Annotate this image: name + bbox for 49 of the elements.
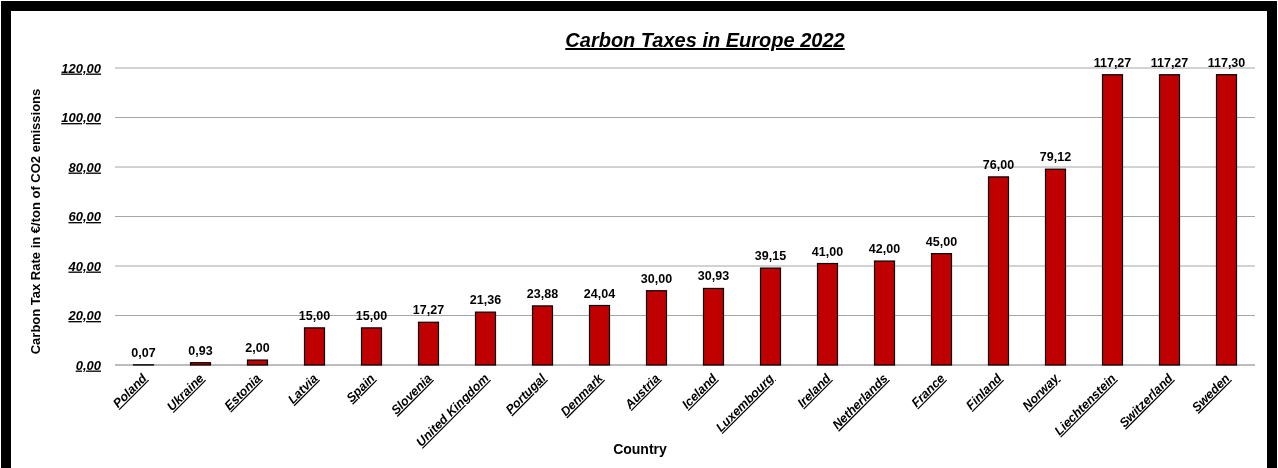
bar xyxy=(873,260,896,366)
chart-title: Carbon Taxes in Europe 2022 xyxy=(565,29,845,51)
bar xyxy=(360,327,383,366)
bar xyxy=(588,304,611,366)
data-label: 41,00 xyxy=(811,244,844,259)
bar xyxy=(930,253,953,366)
data-label: 117,27 xyxy=(1093,55,1132,70)
bar xyxy=(987,176,1010,366)
y-tick-label: 80,00 xyxy=(68,159,102,175)
bar xyxy=(759,267,782,366)
y-tick-label: 0,00 xyxy=(75,357,102,373)
data-label: 15,00 xyxy=(298,308,331,323)
bar xyxy=(417,321,440,366)
data-label: 0,07 xyxy=(131,345,156,360)
bar xyxy=(645,290,668,366)
bar xyxy=(702,287,725,366)
data-label: 24,04 xyxy=(583,286,616,301)
data-label: 117,30 xyxy=(1207,55,1246,70)
bar xyxy=(303,327,326,366)
y-tick-label: 40,00 xyxy=(67,258,102,274)
data-label: 23,88 xyxy=(526,286,559,301)
data-label: 76,00 xyxy=(982,157,1015,172)
data-label: 2,00 xyxy=(245,341,270,356)
data-label: 17,27 xyxy=(412,303,445,318)
bar xyxy=(1215,74,1238,366)
bar xyxy=(1044,168,1067,366)
bar xyxy=(1158,74,1181,366)
y-tick-label: 100,00 xyxy=(61,110,102,126)
bar xyxy=(246,359,269,366)
data-label: 79,12 xyxy=(1039,150,1072,165)
y-axis-title: Carbon Tax Rate in €/ton of CO2 emissions xyxy=(28,88,43,355)
data-label: 42,00 xyxy=(868,242,901,257)
bar xyxy=(474,311,497,366)
y-tick-label: 120,00 xyxy=(61,60,102,76)
data-label: 15,00 xyxy=(355,308,388,323)
data-label: 0,93 xyxy=(188,343,213,358)
bar xyxy=(531,305,554,366)
data-label: 45,00 xyxy=(925,234,958,249)
bar xyxy=(1101,74,1124,366)
x-axis-title: Country xyxy=(613,441,668,457)
data-label: 30,93 xyxy=(697,269,730,284)
data-label: 117,27 xyxy=(1150,55,1189,70)
bar xyxy=(189,362,212,366)
y-tick-label: 20,00 xyxy=(67,308,102,324)
y-tick-label: 60,00 xyxy=(68,209,102,225)
bar xyxy=(816,262,839,366)
data-label: 39,15 xyxy=(754,249,787,264)
data-label: 21,36 xyxy=(469,293,502,308)
data-label: 30,00 xyxy=(640,271,673,286)
